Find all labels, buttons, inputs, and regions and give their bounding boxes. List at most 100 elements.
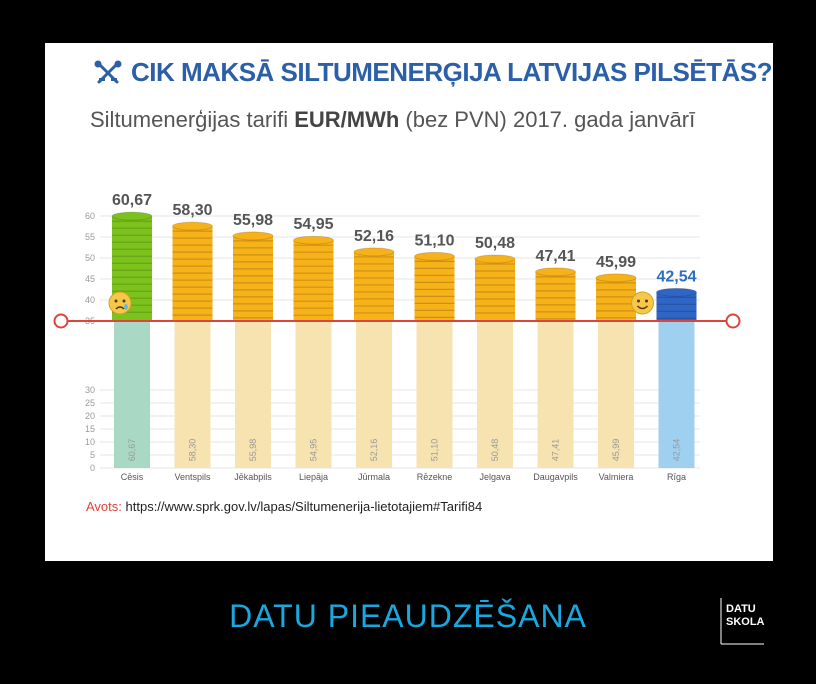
bar-lower: [235, 321, 271, 468]
category-label: Jelgava: [479, 472, 510, 482]
upper-tick-label: 40: [85, 295, 95, 305]
bar-inner-label: 51,10: [430, 439, 440, 462]
value-label: 55,98: [233, 212, 273, 229]
coin-top: [414, 251, 455, 261]
bar-inner-label: 47,41: [551, 439, 561, 462]
subtitle-unit: EUR/MWh: [294, 107, 400, 132]
upper-tick-label: 55: [85, 232, 95, 242]
coin-stack: [232, 231, 274, 321]
footer-title: DATU PIEAUDZĒŠANA: [229, 598, 587, 634]
source-line: Avots: https://www.sprk.gov.lv/lapas/Sil…: [86, 499, 482, 514]
coin-top: [595, 273, 637, 283]
coin-top: [535, 267, 576, 277]
face-circle: [631, 291, 654, 315]
value-label: 54,95: [293, 216, 333, 233]
bar-inner-label: 42,54: [672, 439, 682, 462]
bar-lower: [356, 321, 392, 468]
logo-line1: DATU: [726, 603, 756, 615]
coin-stack: [353, 247, 395, 321]
bar-lower: [658, 321, 695, 468]
upper-tick-label: 60: [85, 211, 95, 221]
coin-stack: [595, 273, 637, 321]
face-eye: [637, 299, 640, 303]
coin-top: [353, 247, 395, 257]
upper-tick-label: 50: [85, 253, 95, 263]
value-label: 50,48: [475, 235, 515, 252]
coin-stack-body: [172, 226, 213, 321]
sad-face-icon: [108, 291, 132, 315]
coin-top: [172, 221, 213, 231]
bar-lower: [114, 321, 150, 468]
coin-top: [656, 287, 697, 297]
coin-stack: [414, 251, 455, 321]
bar-inner-label: 50,48: [490, 439, 500, 462]
smile-face-icon: [631, 291, 654, 315]
infographic-card: CIK MAKSĀ SILTUMENERĢIJA LATVIJAS PILSĒT…: [45, 43, 773, 561]
lower-tick-label: 30: [85, 385, 95, 395]
bar-chart: 35404550556005101520253060,6760,67Cēsis5…: [53, 192, 741, 482]
coin-stack-body: [293, 240, 334, 321]
coin-top: [474, 254, 516, 264]
coin-stack: [474, 254, 516, 321]
logo-line2: SKOLA: [726, 616, 765, 628]
face-circle: [108, 291, 132, 315]
category-label: Valmiera: [599, 472, 634, 482]
axis-break-end-marker: [725, 313, 741, 329]
lower-tick-label: 15: [85, 424, 95, 434]
category-label: Jēkabpils: [234, 472, 272, 482]
coin-top: [111, 211, 153, 221]
subtitle-post: (bez PVN) 2017. gada janvārī: [399, 107, 696, 132]
bar-lower: [598, 321, 634, 468]
axis-break-start-marker: [53, 313, 69, 329]
coin-stack: [656, 287, 697, 321]
lower-tick-label: 10: [85, 437, 95, 447]
face-mouth: [636, 305, 649, 310]
upper-tick-label: 45: [85, 274, 95, 284]
bar-inner-label: 52,16: [369, 439, 379, 462]
coin-stack-body: [354, 251, 394, 321]
bar-inner-label: 54,95: [309, 439, 319, 462]
bar-inner-label: 55,98: [248, 439, 258, 462]
title-row: CIK MAKSĀ SILTUMENERĢIJA LATVIJAS PILSĒT…: [93, 57, 773, 88]
bar-lower: [295, 321, 332, 468]
page-title: CIK MAKSĀ SILTUMENERĢIJA LATVIJAS PILSĒT…: [131, 57, 773, 87]
coin-stack-body: [596, 277, 636, 321]
bar-lower: [174, 321, 211, 468]
bar-inner-label: 45,99: [611, 439, 621, 462]
value-label: 60,67: [112, 192, 152, 209]
value-label: 52,16: [354, 228, 394, 245]
face-eye: [645, 299, 648, 303]
category-label: Rīga: [667, 472, 686, 482]
lower-tick-label: 5: [90, 450, 95, 460]
coin-stack-body: [656, 292, 697, 321]
coin-top: [232, 231, 274, 241]
source-label: Avots:: [86, 499, 122, 514]
face-eye: [114, 299, 118, 303]
keys-icon: [94, 60, 122, 83]
source-url[interactable]: https://www.sprk.gov.lv/lapas/Siltumener…: [125, 499, 483, 514]
coin-stack: [535, 267, 576, 321]
bar-lower: [537, 321, 574, 468]
category-label: Ventspils: [174, 472, 211, 482]
coin-stack-body: [414, 256, 455, 321]
value-label: 45,99: [596, 254, 636, 271]
value-label: 51,10: [414, 232, 454, 249]
lower-tick-label: 20: [85, 411, 95, 421]
coin-stack-body: [475, 258, 515, 321]
bar-lower: [416, 321, 453, 468]
value-label: 58,30: [172, 202, 212, 219]
coin-stack-body: [535, 271, 576, 321]
category-label: Jūrmala: [358, 472, 390, 482]
subtitle-pre: Siltumenerģijas tarifi: [90, 107, 295, 132]
subtitle: Siltumenerģijas tarifi EUR/MWh (bez PVN)…: [90, 107, 695, 133]
coin-stack-body: [233, 235, 273, 321]
bar-inner-label: 58,30: [188, 439, 198, 462]
face-mouth: [115, 306, 125, 310]
datu-skola-logo: DATU SKOLA: [720, 598, 765, 645]
face-eye: [122, 299, 126, 303]
coin-stack: [293, 235, 334, 321]
category-label: Liepāja: [299, 472, 328, 482]
lower-tick-label: 25: [85, 398, 95, 408]
coin-stack: [172, 221, 213, 321]
category-label: Cēsis: [121, 472, 144, 482]
